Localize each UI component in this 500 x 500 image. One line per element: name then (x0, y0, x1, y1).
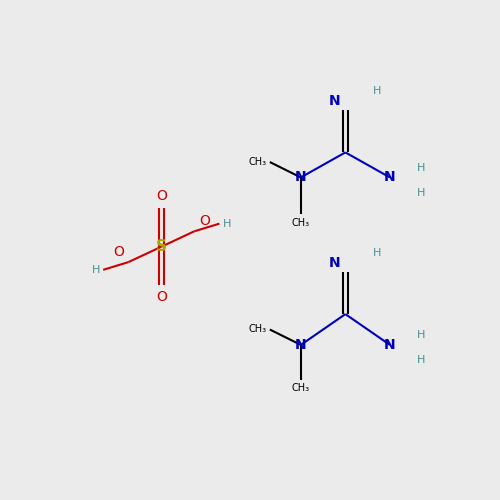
Text: H: H (372, 86, 381, 96)
Text: O: O (156, 189, 167, 203)
Text: O: O (113, 245, 124, 259)
Text: O: O (199, 214, 210, 228)
Text: H: H (222, 218, 231, 228)
Text: H: H (417, 188, 426, 198)
Text: CH₃: CH₃ (292, 384, 310, 394)
Text: N: N (329, 256, 340, 270)
Text: O: O (156, 290, 167, 304)
Text: CH₃: CH₃ (292, 218, 310, 228)
Text: H: H (92, 265, 100, 275)
Text: H: H (417, 330, 426, 340)
Text: N: N (329, 94, 340, 108)
Text: CH₃: CH₃ (248, 157, 266, 167)
Text: CH₃: CH₃ (248, 324, 266, 334)
Text: H: H (372, 248, 381, 258)
Text: N: N (295, 338, 306, 352)
Text: N: N (384, 170, 396, 184)
Text: N: N (295, 170, 306, 184)
Text: S: S (156, 239, 167, 254)
Text: H: H (417, 163, 426, 173)
Text: H: H (417, 356, 426, 366)
Text: N: N (384, 338, 396, 352)
